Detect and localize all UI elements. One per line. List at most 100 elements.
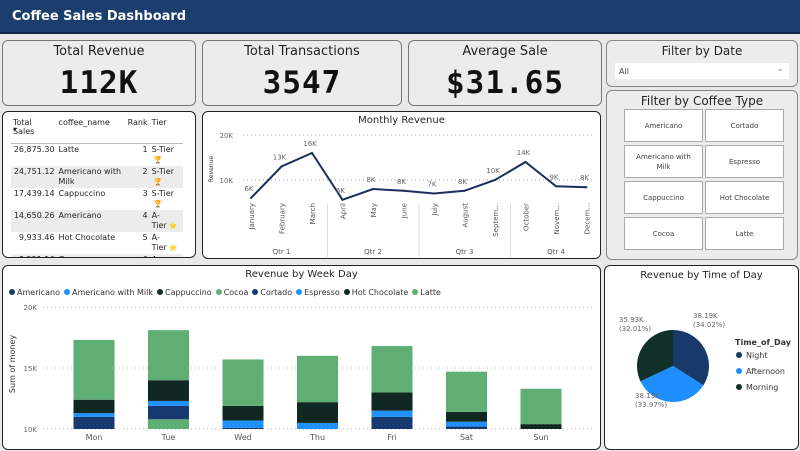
bar-segment-espresso xyxy=(446,421,487,427)
legend-item[interactable]: Americano xyxy=(9,288,60,297)
bar-segment-hot-chocolate xyxy=(148,380,189,401)
col-coffee-name[interactable]: coffee_name xyxy=(56,116,126,144)
legend-item: Night xyxy=(746,351,768,360)
legend-dot-icon xyxy=(296,289,303,295)
legend-dot-icon xyxy=(252,289,259,295)
x-tick-label: Sat xyxy=(460,433,473,442)
bar-segment-cortado xyxy=(148,405,189,420)
filter-title: Filter by Date xyxy=(661,44,743,58)
total-sales-cell: 8,521.16 xyxy=(11,254,57,257)
data-point xyxy=(585,186,588,189)
total-sales-cell: 17,439.14 xyxy=(13,189,55,198)
bar-segment-hot-chocolate xyxy=(446,411,487,422)
date-dropdown[interactable]: All ⌄ xyxy=(615,63,789,79)
slice-value-label: 38.19K xyxy=(693,312,718,320)
slice-value-label: 38.13K xyxy=(635,392,660,400)
kpi-value: $31.65 xyxy=(446,65,564,101)
coffee-filter-tile[interactable]: Cappuccino xyxy=(624,181,703,214)
quarter-label: Qtr 2 xyxy=(364,248,382,256)
bar-segment-latte xyxy=(297,355,338,403)
coffee-filter-tile[interactable]: Espresso xyxy=(705,145,784,178)
x-tick-label: Thu xyxy=(309,433,325,442)
slice-percent-label: (33.97%) xyxy=(635,401,667,409)
tier-cell: A-Tier⭐ xyxy=(149,254,183,257)
table-row[interactable]: 17,439.14 Cappuccino 3 S-Tier🏆 xyxy=(11,188,183,210)
legend-item[interactable]: Americano with Milk xyxy=(63,288,153,297)
data-point xyxy=(524,161,527,163)
rank-cell: 6 xyxy=(125,254,150,257)
table-row[interactable]: 8,521.16Cocoa6A-Tier⭐ xyxy=(11,254,183,257)
bar-segment-latte xyxy=(222,359,264,406)
legend-item[interactable]: Espresso xyxy=(296,288,340,297)
tier-icon: ⭐ xyxy=(168,222,178,230)
tier-cell: S-Tier🏆 xyxy=(151,189,174,208)
data-label: 16K xyxy=(303,140,317,148)
table-header: Total Sales ▼ coffee_name Rank Tier xyxy=(11,116,183,144)
tier-cell: S-Tier🏆 xyxy=(151,145,174,164)
month-label: February xyxy=(279,203,287,234)
total-sales-cell: 26,875.30 xyxy=(13,145,55,154)
monthly-revenue-chart: Monthly Revenue 10K 20K Revenue 6K January 13… xyxy=(202,111,601,259)
kpi-total-transactions: Total Transactions 3547 xyxy=(202,40,402,106)
data-label: 6K xyxy=(336,187,345,195)
coffee-filter-tile[interactable]: Hot Chocolate xyxy=(705,181,784,214)
legend-dot-icon xyxy=(736,352,742,358)
filter-title: Filter by Coffee Type xyxy=(640,94,764,108)
data-point xyxy=(250,197,252,199)
legend-dot-icon xyxy=(736,384,742,390)
bar-segment-espresso xyxy=(222,420,264,428)
data-label: 8K xyxy=(458,178,467,186)
legend-item[interactable]: Cocoa xyxy=(215,288,248,297)
kpi-total-revenue: Total Revenue 112K xyxy=(2,40,196,106)
sort-desc-icon: ▼ xyxy=(13,127,17,133)
legend-item[interactable]: Cappuccino xyxy=(156,288,212,297)
rank-cell: 1 xyxy=(142,145,148,154)
bar-segment-espresso xyxy=(297,422,338,429)
legend-dot-icon xyxy=(343,289,350,295)
month-label: Septem... xyxy=(492,203,500,237)
bar-segment-hot-chocolate xyxy=(297,402,338,423)
coffee-filter-tile[interactable]: Americano with Milk xyxy=(624,145,703,178)
pie-slice-morning xyxy=(637,330,673,382)
data-point xyxy=(555,185,557,188)
coffee-filter-tile[interactable]: Cortado xyxy=(705,109,784,142)
coffee-name-cell: Hot Chocolate xyxy=(58,233,116,242)
table-row[interactable]: 9,933.46 Hot Chocolate 5 A-Tier ⭐ xyxy=(11,232,183,254)
legend-dot-icon xyxy=(9,289,15,295)
month-label: May xyxy=(370,203,378,217)
legend-item[interactable]: Cortado xyxy=(252,288,292,297)
y-tick-label: 10K xyxy=(24,426,38,434)
coffee-filter-tile[interactable]: Cocoa xyxy=(624,217,703,250)
month-label: April xyxy=(340,203,348,219)
table-row[interactable]: 26,875.30 Latte 1 S-Tier🏆 xyxy=(11,144,183,167)
total-sales-cell: 24,751.12 xyxy=(11,166,57,188)
chevron-down-icon: ⌄ xyxy=(776,64,784,74)
bars xyxy=(73,330,562,429)
legend-item[interactable]: Hot Chocolate xyxy=(343,288,408,297)
col-rank[interactable]: Rank xyxy=(125,116,150,144)
kpi-average-sale: Average Sale $31.65 xyxy=(408,40,602,106)
quarter-label: Qtr 1 xyxy=(273,248,291,256)
slice-percent-label: (32.01%) xyxy=(619,325,651,333)
col-tier[interactable]: Tier xyxy=(149,116,183,144)
bar-segment-cortado xyxy=(73,416,115,429)
coffee-filter-tile[interactable]: Latte xyxy=(705,217,784,250)
bar-segment-latte xyxy=(371,346,413,393)
coffee-ranking-table: Total Sales ▼ coffee_name Rank Tier 26,87… xyxy=(2,111,196,258)
data-label: 8K xyxy=(366,176,375,184)
kpi-value: 3547 xyxy=(262,65,342,101)
slice-value-label: 35.93K xyxy=(619,316,644,324)
bar-segment-hot-chocolate xyxy=(73,399,115,414)
coffee-filter-tile[interactable]: Americano xyxy=(624,109,703,142)
kpi-label: Average Sale xyxy=(462,44,548,59)
table-row[interactable]: 24,751.12 Americano with Milk 2 S-Tier🏆 xyxy=(11,166,183,188)
legend-item[interactable]: Latte xyxy=(412,288,441,297)
filter-by-date: Filter by Date All ⌄ xyxy=(606,40,798,87)
data-label: 9K xyxy=(549,173,558,181)
bar-segment-hot-chocolate xyxy=(222,405,264,421)
bar-segment-latte xyxy=(73,339,115,400)
slice-percent-label: (34.02%) xyxy=(693,321,725,329)
legend-title: Time_of_Day xyxy=(735,338,792,347)
col-total-sales[interactable]: Total Sales ▼ xyxy=(11,116,57,144)
table-row[interactable]: 14,650.26 Americano 4 A-Tier ⭐ xyxy=(11,210,183,232)
